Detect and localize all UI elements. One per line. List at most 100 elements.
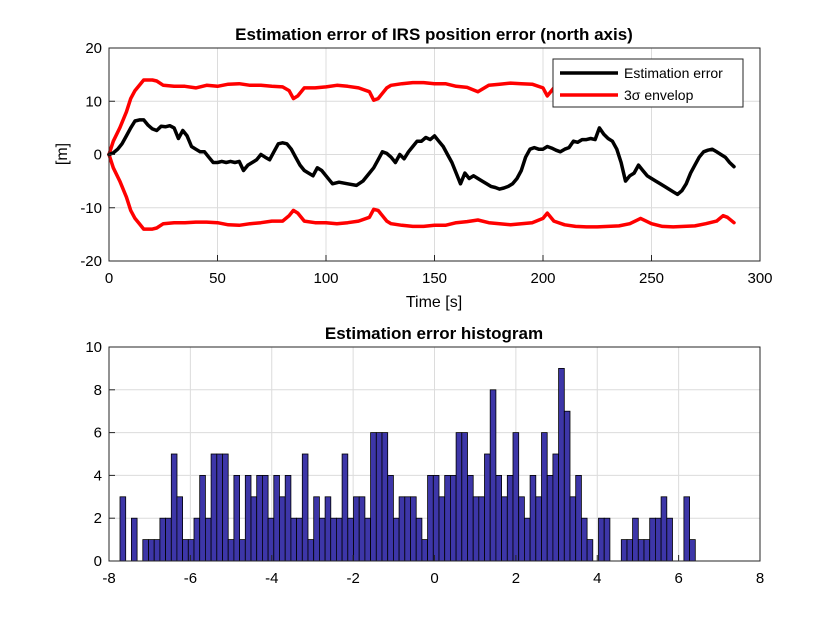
histogram-bar [330,517,337,562]
histogram-bar [455,432,463,562]
histogram-bar [176,496,183,562]
histogram-bar [598,517,605,562]
histogram-bar [620,539,628,562]
histogram-bar [643,539,651,562]
histogram-bar [626,539,634,562]
histogram-bar [484,453,491,562]
histogram-bar [301,453,309,562]
bottom-x-tick-label: -6 [184,570,197,587]
histogram-bar [489,389,497,562]
top-y-tick-label: 10 [85,93,102,110]
bottom-y-tick-label: 6 [94,425,102,442]
histogram-bar [461,432,468,562]
histogram-bar [581,517,588,562]
bottom-y-tick-label: 4 [94,467,102,484]
histogram-bar [410,496,417,562]
histogram-bar [467,474,474,562]
histogram-bar [569,496,577,562]
histogram-bar [472,496,480,562]
top-x-axis-label: Time [s] [406,294,462,311]
histogram-bar [216,453,223,562]
histogram-bar [501,496,508,562]
bottom-y-tick-label: 8 [94,382,102,399]
histogram-bar [632,517,639,562]
histogram-bar [575,474,582,562]
histogram-bar [660,496,668,562]
bottom-x-tick-label: 6 [674,570,682,587]
histogram-bar [222,453,229,562]
envelope-lower-line [107,152,736,231]
histogram-bar [432,474,440,562]
histogram-bar [449,474,457,562]
histogram-bar [541,432,548,562]
histogram-bar [370,432,377,562]
histogram-bar [518,496,525,562]
top-y-axis-label: [m] [54,143,71,165]
histogram-bar [404,496,411,562]
histogram-bar [381,432,389,562]
bottom-x-tick-label: -2 [346,570,359,587]
bottom-y-tick-label: 10 [85,339,102,356]
legend-label-estimation-error: Estimation error [624,65,723,81]
histogram-bar [558,367,565,562]
histogram-bar [307,539,315,562]
histogram-bar [239,539,246,562]
top-x-tick-label: 100 [313,270,338,287]
histogram-bar [324,496,332,562]
histogram-bar [683,496,691,562]
histogram-bar [335,517,343,562]
histogram-bar [199,474,206,562]
histogram-bar [535,496,542,562]
top-x-tick-label: 0 [105,270,113,287]
top-x-tick-label: 300 [747,270,772,287]
histogram-bar [233,474,240,562]
histogram-bar [478,496,485,562]
histogram-bar [546,474,554,562]
histogram-bar [119,496,127,562]
bottom-x-tick-label: 2 [512,570,520,587]
bottom-x-tick-label: 8 [756,570,764,587]
histogram-bar [193,517,201,562]
histogram-bar [398,496,406,562]
legend: Estimation error 3σ envelop [552,58,744,108]
bottom-chart-title: Estimation error histogram [325,324,543,343]
top-y-tick-label: 20 [85,40,102,57]
histogram-bar [256,474,263,562]
top-lines [107,118,736,197]
legend-label-3sigma-envelop: 3σ envelop [624,87,694,103]
histogram-bar [666,517,673,562]
histogram-bar [415,517,423,562]
histogram-bar [210,453,218,562]
top-chart-title: Estimation error of IRS position error (… [235,25,633,44]
top-x-tick-label: 150 [422,270,447,287]
histogram-bar [586,539,594,562]
histogram-bar [649,517,656,562]
histogram-bar [148,539,155,562]
bottom-x-tick-label: -8 [102,570,115,587]
histogram-bar [506,474,514,562]
histogram-bar [165,517,172,562]
bottom-chart: -8 -6 -4 -2 0 2 4 6 8 0 2 4 6 8 10 Estimation error hi… [85,324,764,587]
histogram-bar [552,453,560,562]
histogram-bar [142,539,149,562]
bottom-y-tick-label: 0 [94,553,102,570]
histogram-bar [421,539,428,562]
histogram-bar [284,474,292,562]
histogram-bar [318,517,326,562]
top-chart: 0 50 100 150 200 250 300 -20 -10 0 10 20 Estimation… [54,25,773,311]
top-x-tick-label: 50 [209,270,226,287]
histogram-bar [603,517,611,562]
histogram-bar [170,453,178,562]
top-x-tick-label: 250 [639,270,664,287]
histogram-bar [358,496,366,562]
histogram-bar [182,539,189,562]
histogram-bar [153,539,161,562]
histogram-bar [227,539,235,562]
histogram-bar [313,496,320,562]
histogram-bar [130,517,138,562]
top-y-tick-label: 0 [94,147,102,164]
histogram-bar [375,432,383,562]
histogram-bar [563,410,571,562]
top-x-tick-label: 200 [530,270,555,287]
